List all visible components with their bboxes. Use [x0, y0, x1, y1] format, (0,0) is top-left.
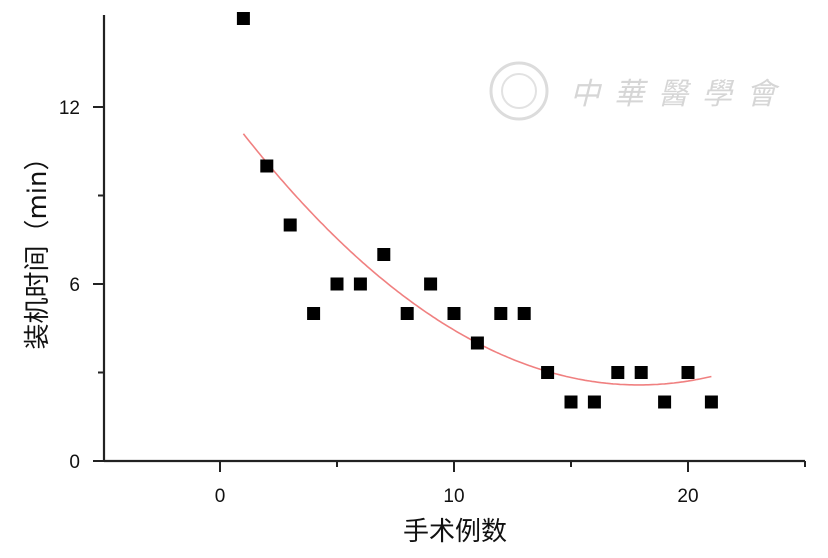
- y-axis-title: 装机时间（min）: [23, 144, 53, 349]
- y-tick-label: 6: [69, 275, 80, 296]
- watermark-text: 中華醫學會: [570, 77, 790, 112]
- data-point: [541, 366, 555, 379]
- data-point: [634, 366, 648, 379]
- axes: 0 10 20 0 6 12: [59, 15, 806, 507]
- data-points: [236, 12, 718, 409]
- data-point: [447, 307, 461, 320]
- x-tick-label: 10: [443, 486, 464, 507]
- data-point: [330, 277, 344, 291]
- y-tick-label: 12: [59, 98, 80, 119]
- data-point: [260, 159, 274, 173]
- watermark-seal-icon: [489, 61, 549, 121]
- data-point: [704, 395, 718, 409]
- data-point: [658, 395, 672, 409]
- watermark: 中華醫學會: [489, 61, 790, 121]
- x-tick-label: 20: [677, 486, 698, 507]
- data-point: [236, 12, 250, 25]
- data-point: [400, 307, 414, 320]
- data-point: [307, 307, 321, 320]
- x-axis-title: 手术例数: [403, 517, 507, 547]
- data-point: [470, 336, 484, 350]
- data-point: [494, 307, 508, 320]
- data-point: [377, 248, 391, 261]
- data-point: [283, 218, 297, 232]
- watermark-seal-inner: [501, 73, 537, 109]
- data-point: [564, 395, 578, 409]
- data-point: [611, 366, 625, 379]
- data-point: [424, 277, 438, 291]
- data-point: [681, 366, 695, 379]
- x-tick-label: 0: [215, 486, 226, 507]
- y-tick-label: 0: [69, 452, 80, 473]
- data-point: [353, 277, 367, 291]
- data-point: [587, 395, 601, 409]
- data-point: [517, 307, 531, 320]
